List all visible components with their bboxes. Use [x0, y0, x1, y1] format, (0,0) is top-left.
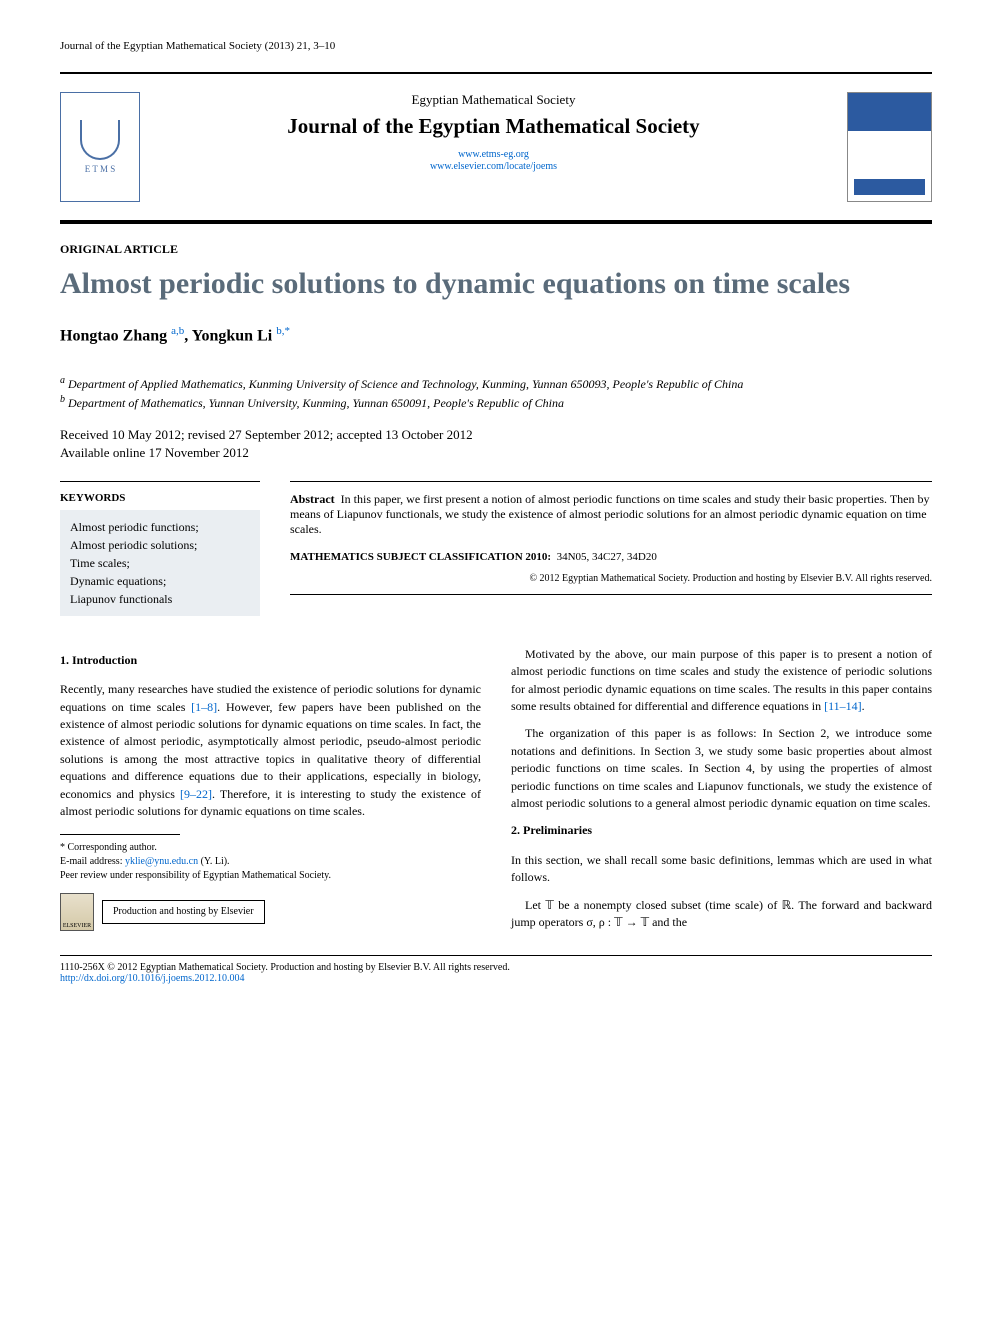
email-line: E-mail address: yklie@ynu.edu.cn (Y. Li)… — [60, 855, 481, 869]
column-right: Motivated by the above, our main purpose… — [511, 646, 932, 941]
section-2-heading: 2. Preliminaries — [511, 822, 932, 839]
abstract-block: KEYWORDS Almost periodic functions; Almo… — [60, 481, 932, 616]
hosting-box: ELSEVIER Production and hosting by Elsev… — [60, 893, 481, 931]
authors: Hongtao Zhang a,b, Yongkun Li b,* — [60, 325, 932, 345]
text: . However, few papers have been publishe… — [60, 700, 481, 801]
msc-label: MATHEMATICS SUBJECT CLASSIFICATION 2010: — [290, 551, 551, 563]
affiliation-a-text: Department of Applied Mathematics, Kunmi… — [68, 377, 743, 391]
journal-link-2[interactable]: www.elsevier.com/locate/joems — [160, 161, 827, 172]
masthead: E T M S Egyptian Mathematical Society Jo… — [60, 82, 932, 212]
rule — [60, 220, 932, 224]
author-2-affiliation-marks[interactable]: b,* — [276, 325, 290, 337]
email-label: E-mail address: — [60, 856, 122, 867]
keywords-list: Almost periodic functions; Almost period… — [60, 510, 260, 616]
abstract-copyright: © 2012 Egyptian Mathematical Society. Pr… — [290, 573, 932, 584]
online-date: Available online 17 November 2012 — [60, 445, 932, 461]
journal-links: www.etms-eg.org www.elsevier.com/locate/… — [160, 149, 827, 172]
section-1-heading: 1. Introduction — [60, 652, 481, 669]
keywords-heading: KEYWORDS — [60, 492, 260, 504]
corresponding-author: * Corresponding author. — [60, 841, 481, 855]
logo-icon — [80, 120, 120, 160]
article-dates: Received 10 May 2012; revised 27 Septemb… — [60, 427, 932, 461]
elsevier-logo-icon: ELSEVIER — [60, 893, 94, 931]
running-header: Journal of the Egyptian Mathematical Soc… — [60, 40, 932, 52]
rule — [60, 72, 932, 74]
affiliation-b-text: Department of Mathematics, Yunnan Univer… — [68, 396, 564, 410]
abstract-text: In this paper, we first present a notion… — [290, 492, 929, 536]
paragraph: In this section, we shall recall some ba… — [511, 852, 932, 887]
paragraph: The organization of this paper is as fol… — [511, 725, 932, 812]
text: . — [862, 699, 865, 713]
society-name: Egyptian Mathematical Society — [160, 92, 827, 108]
email-who: (Y. Li). — [201, 856, 230, 867]
article-type: ORIGINAL ARTICLE — [60, 242, 932, 257]
text: Motivated by the above, our main purpose… — [511, 647, 932, 713]
author-2: Yongkun Li — [192, 327, 273, 344]
abstract-label: Abstract — [290, 492, 335, 506]
email-link[interactable]: yklie@ynu.edu.cn — [125, 856, 198, 867]
affiliation-a: a Department of Applied Mathematics, Kun… — [60, 375, 932, 392]
rule — [290, 481, 932, 482]
footer-copyright: 1110-256X © 2012 Egyptian Mathematical S… — [60, 962, 932, 973]
page-footer: 1110-256X © 2012 Egyptian Mathematical S… — [60, 955, 932, 984]
received-date: Received 10 May 2012; revised 27 Septemb… — [60, 427, 932, 443]
paragraph: Let 𝕋 be a nonempty closed subset (time … — [511, 897, 932, 932]
citation-link[interactable]: [9–22] — [180, 787, 212, 801]
footnotes: * Corresponding author. E-mail address: … — [60, 841, 481, 931]
keywords-box: KEYWORDS Almost periodic functions; Almo… — [60, 481, 260, 616]
affiliation-b: b Department of Mathematics, Yunnan Univ… — [60, 394, 932, 411]
paragraph: Motivated by the above, our main purpose… — [511, 646, 932, 716]
rule — [60, 481, 260, 482]
footnote-separator — [60, 834, 180, 835]
affiliations: a Department of Applied Mathematics, Kun… — [60, 375, 932, 411]
masthead-center: Egyptian Mathematical Society Journal of… — [160, 92, 827, 173]
peer-review-note: Peer review under responsibility of Egyp… — [60, 869, 481, 883]
article-title: Almost periodic solutions to dynamic equ… — [60, 265, 932, 303]
journal-name: Journal of the Egyptian Mathematical Soc… — [160, 114, 827, 139]
body-columns: 1. Introduction Recently, many researche… — [60, 646, 932, 941]
hosting-label: Production and hosting by Elsevier — [102, 900, 265, 924]
abstract-content: Abstract In this paper, we first present… — [290, 481, 932, 616]
doi-link[interactable]: http://dx.doi.org/10.1016/j.joems.2012.1… — [60, 973, 245, 984]
logo-letters: E T M S — [85, 164, 115, 174]
author-1: Hongtao Zhang — [60, 327, 167, 344]
journal-link-1[interactable]: www.etms-eg.org — [160, 149, 827, 160]
journal-cover-thumb — [847, 92, 932, 202]
author-1-affiliation-marks[interactable]: a,b — [171, 325, 184, 337]
msc: MATHEMATICS SUBJECT CLASSIFICATION 2010:… — [290, 551, 932, 563]
column-left: 1. Introduction Recently, many researche… — [60, 646, 481, 941]
citation-link[interactable]: [1–8] — [191, 700, 217, 714]
rule — [290, 594, 932, 595]
society-logo: E T M S — [60, 92, 140, 202]
abstract-paragraph: Abstract In this paper, we first present… — [290, 492, 932, 537]
msc-codes: 34N05, 34C27, 34D20 — [557, 551, 657, 563]
citation-link[interactable]: [11–14] — [824, 699, 862, 713]
paragraph: Recently, many researches have studied t… — [60, 681, 481, 820]
